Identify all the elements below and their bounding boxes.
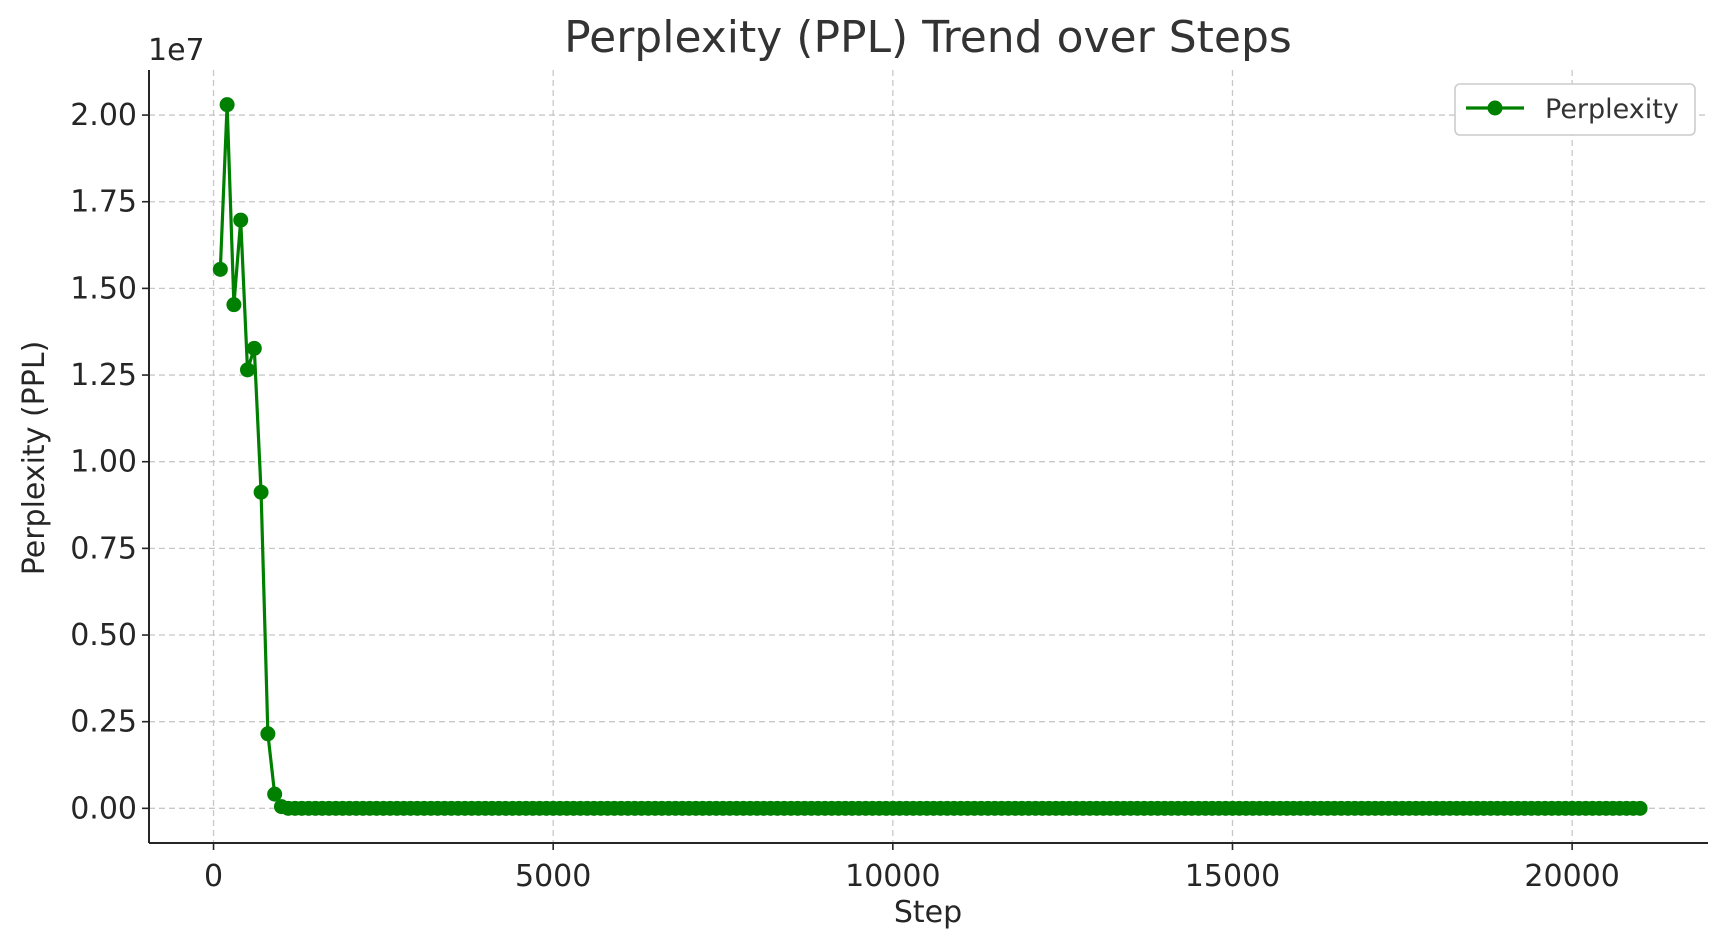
x-tick-label: 15000: [1185, 859, 1280, 894]
y-tick-label: 1.25: [70, 358, 137, 393]
y-tick-label: 1.50: [70, 271, 137, 306]
legend-box: [1454, 83, 1696, 136]
y-tick-label: 1.75: [70, 185, 137, 220]
chart-title: Perplexity (PPL) Trend over Steps: [564, 12, 1292, 63]
data-point: [219, 97, 235, 113]
legend: Perplexity: [1454, 83, 1696, 136]
y-tick-label: 0.50: [70, 618, 137, 653]
legend-marker-swatch: [1487, 100, 1503, 116]
data-point: [260, 726, 276, 742]
perplexity-series: [212, 97, 1648, 816]
perplexity-series-line: [218, 103, 1641, 810]
y-tick-label: 0.25: [70, 705, 137, 740]
y-axis-ticks: 0.00 0.25 0.50 0.75 1.00 1.25 1.50 1.75 2.00: [70, 98, 149, 826]
data-point: [233, 212, 249, 228]
x-axis-ticks: 0 5000 10000 15000 20000: [204, 843, 1620, 894]
perplexity-series-points: [212, 97, 1648, 816]
grid-lines: [149, 70, 1708, 843]
legend-entry-perplexity: Perplexity: [1545, 94, 1679, 125]
axes: [148, 70, 1708, 844]
data-point: [246, 340, 262, 356]
x-axis-label: Step: [894, 895, 962, 930]
y-tick-label: 0.75: [70, 531, 137, 566]
data-point: [1632, 800, 1648, 816]
data-point: [240, 362, 255, 378]
data-point: [267, 786, 283, 802]
x-tick-label: 5000: [515, 859, 591, 894]
x-tick-label: 0: [204, 859, 223, 894]
data-point: [253, 484, 269, 500]
y-axis-label: Perplexity (PPL): [17, 341, 52, 576]
y-tick-label: 0.00: [70, 791, 137, 826]
x-tick-label: 10000: [845, 859, 940, 894]
y-tick-label: 1.00: [70, 445, 137, 480]
data-point: [212, 261, 228, 277]
x-tick-label: 20000: [1524, 859, 1619, 894]
data-point: [226, 297, 242, 313]
y-axis-offset-label: 1e7: [148, 33, 205, 68]
y-tick-label: 2.00: [70, 98, 137, 133]
